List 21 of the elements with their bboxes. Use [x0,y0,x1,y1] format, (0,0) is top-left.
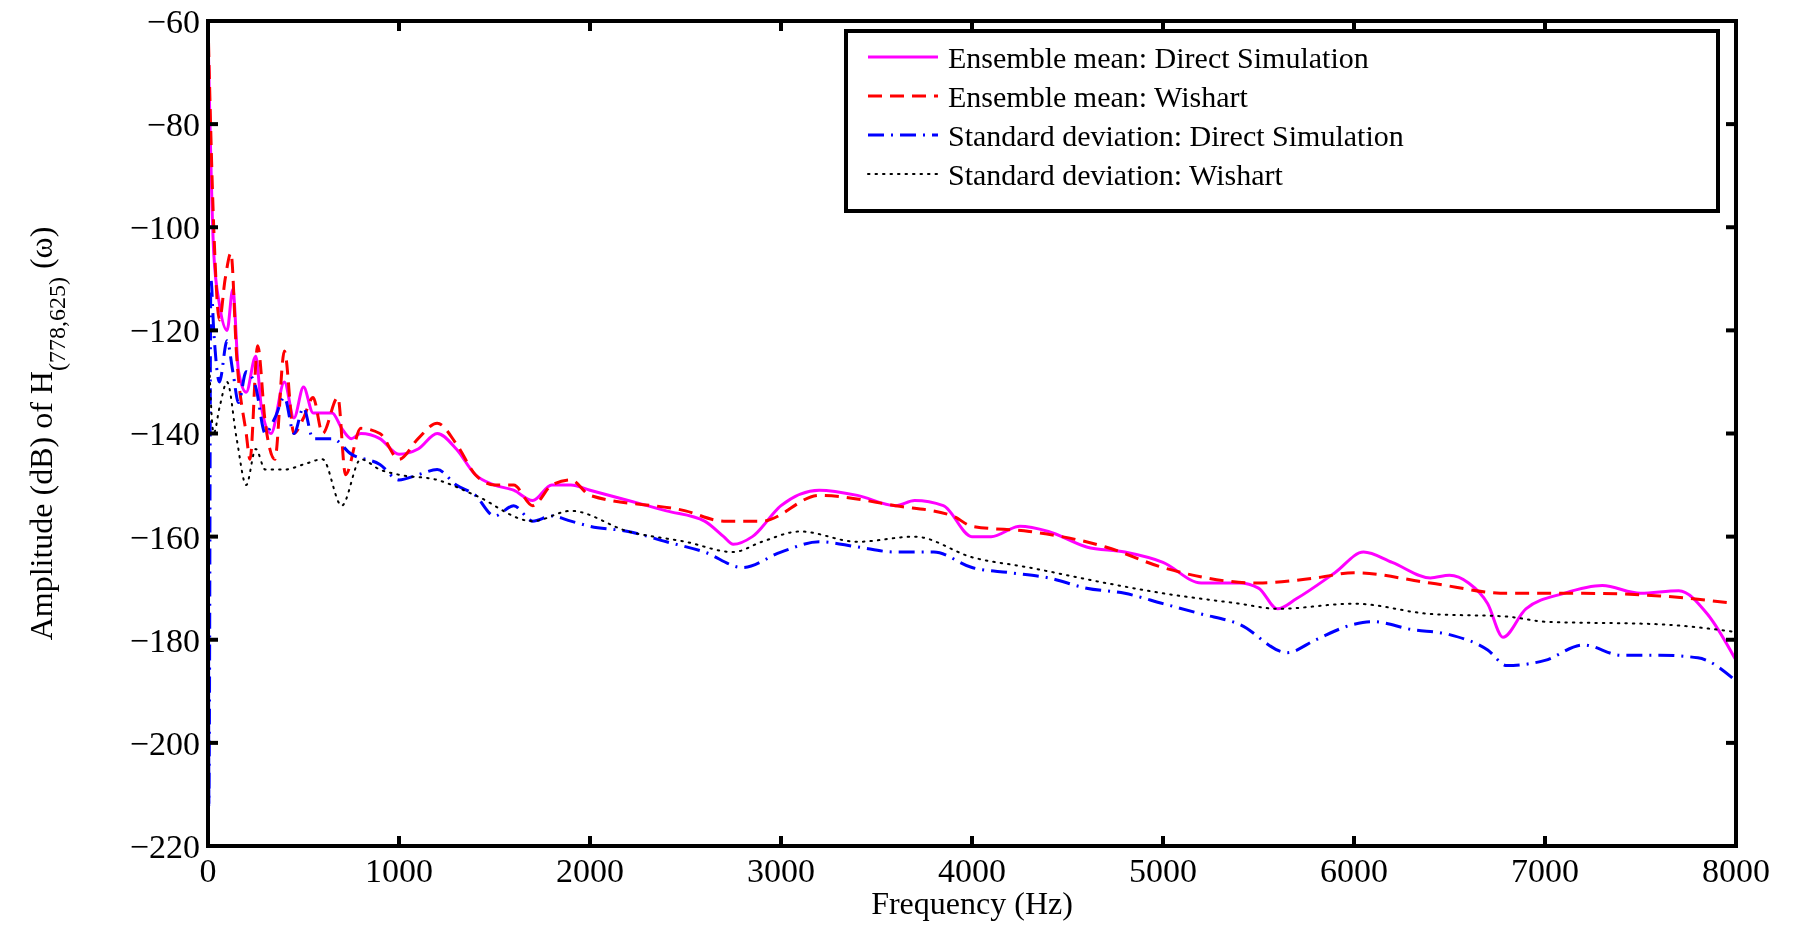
x-tick-label: 7000 [1511,852,1579,889]
y-tick-label: −160 [129,518,200,556]
y-tick-label: −180 [129,621,200,659]
y-tick-label: −120 [129,312,200,350]
legend-label: Ensemble mean: Wishart [948,79,1249,113]
y-tick-label: −200 [129,724,200,762]
y-tick-label: −220 [129,827,200,865]
y-tick-label: −140 [129,415,200,453]
x-tick-label: 8000 [1702,852,1770,889]
y-tick-label: −60 [146,2,200,40]
x-tick-label: 5000 [1129,852,1197,889]
y-tick-label: −100 [129,209,200,247]
x-tick-label: 6000 [1320,852,1388,889]
legend-label: Standard deviation: Direct Simulation [948,118,1404,152]
x-tick-label: 1000 [365,852,433,889]
x-tick-label: 3000 [747,852,815,889]
legend-label: Standard deviation: Wishart [948,157,1284,191]
x-tick-label: 2000 [556,852,624,889]
legend-label: Ensemble mean: Direct Simulation [948,40,1369,74]
x-tick-label: 0 [199,852,217,889]
y-tick-label: −80 [146,106,200,144]
